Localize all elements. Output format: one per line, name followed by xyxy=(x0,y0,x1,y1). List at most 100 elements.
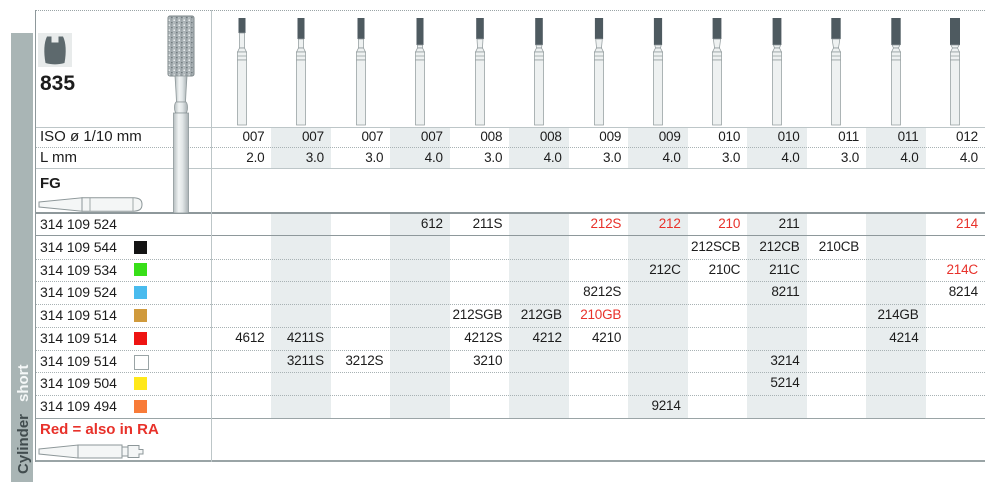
bur-code-cell: 9214 xyxy=(651,398,681,414)
sidebar-label: Cylinder short xyxy=(14,34,34,474)
iso-value-cell: 007 xyxy=(420,129,443,144)
bur-code-cell: 212SCB xyxy=(691,238,741,254)
table-rule xyxy=(35,395,985,397)
bur-code-cell: 3214 xyxy=(770,352,800,368)
bur-code-cell: 210C xyxy=(708,261,741,277)
bur-column-icon xyxy=(415,18,426,126)
bur-code-cell: 8211 xyxy=(771,284,800,300)
table-rule xyxy=(35,304,985,306)
iso-value-cell: 007 xyxy=(301,129,324,144)
bur-column-icon xyxy=(533,18,545,126)
bur-code-cell: 3211S xyxy=(286,352,324,368)
label-column-divider xyxy=(211,10,212,462)
l-value-cell: 4.0 xyxy=(424,150,443,165)
order-number: 314 109 514 xyxy=(40,307,117,324)
order-number: 314 109 514 xyxy=(40,329,117,346)
table-rule xyxy=(35,211,985,214)
l-value-cell: 4.0 xyxy=(959,150,978,165)
order-number: 314 109 504 xyxy=(40,375,117,392)
table-rule xyxy=(35,326,985,328)
order-number: 314 109 524 xyxy=(40,284,117,301)
table-rule xyxy=(35,235,985,237)
ra-note: Red = also in RA xyxy=(40,421,159,438)
iso-value-cell: 009 xyxy=(599,129,622,144)
grit-color-chip xyxy=(134,400,147,414)
column-shading-band xyxy=(271,213,331,418)
l-value-cell: 3.0 xyxy=(603,150,622,165)
table-rule xyxy=(35,168,985,169)
sidebar-group-label: Cylinder xyxy=(15,413,32,474)
bur-code-cell: 8212S xyxy=(583,284,622,300)
grit-color-chip xyxy=(134,331,147,345)
grit-color-chip xyxy=(134,377,147,391)
bur-code-cell: 612 xyxy=(420,216,443,231)
bur-code-cell: 212S xyxy=(590,216,622,231)
iso-value-cell: 008 xyxy=(539,129,562,144)
table-rule xyxy=(35,372,985,374)
bur-code-cell: 212GB xyxy=(520,307,562,323)
iso-value-cell: 009 xyxy=(658,129,681,144)
bur-code-cell: 210CB xyxy=(818,238,860,254)
order-number: 314 109 544 xyxy=(40,238,117,255)
iso-value-cell: 011 xyxy=(838,129,860,144)
order-number: 314 109 514 xyxy=(40,352,117,369)
bur-photo-large xyxy=(167,15,195,214)
table-rule xyxy=(35,281,985,283)
table-rule xyxy=(35,460,985,462)
l-value-cell: 3.0 xyxy=(484,150,503,165)
table-rule xyxy=(35,418,985,419)
bur-code-cell: 211 xyxy=(778,216,800,231)
l-value-cell: 3.0 xyxy=(721,150,741,165)
bur-code-cell: 210 xyxy=(718,216,741,231)
bur-code-cell: 211C xyxy=(769,261,800,277)
bur-code-cell: 212SGB xyxy=(452,307,503,323)
fg-shank-label: FG xyxy=(40,175,61,192)
order-number: 314 109 524 xyxy=(40,216,117,232)
iso-value-cell: 010 xyxy=(777,129,800,144)
sidebar-strip xyxy=(11,33,33,482)
table-rule xyxy=(35,10,985,11)
iso-value-cell: 011 xyxy=(897,129,919,144)
table-rule xyxy=(35,147,985,148)
grit-color-chip xyxy=(134,309,147,322)
bur-code-cell: 4212 xyxy=(532,329,562,345)
grit-color-chip xyxy=(134,354,149,370)
bur-column-icon xyxy=(355,18,366,126)
table-left-border xyxy=(35,10,36,462)
bur-code-cell: 8214 xyxy=(948,284,978,300)
bur-code-cell: 212C xyxy=(649,261,681,277)
bur-column-icon xyxy=(474,18,485,126)
bur-code-cell: 210GB xyxy=(580,307,622,323)
l-value-cell: 3.0 xyxy=(305,150,324,165)
bur-column-icon xyxy=(236,18,247,126)
column-shading-band xyxy=(390,213,450,418)
iso-value-cell: 008 xyxy=(480,129,503,144)
bur-code-cell: 212 xyxy=(658,216,681,231)
family-number: 835 xyxy=(40,72,76,95)
table-rule xyxy=(35,127,985,128)
l-value-cell: 2.0 xyxy=(246,150,265,165)
bur-column-icon xyxy=(831,18,842,126)
bur-code-cell: 4210 xyxy=(591,329,622,345)
order-number: 314 109 534 xyxy=(40,261,117,278)
column-shading-band xyxy=(747,213,807,418)
column-shading-band xyxy=(866,213,926,418)
bur-code-cell: 3210 xyxy=(473,352,503,368)
bur-code-cell: 212CB xyxy=(759,238,800,254)
l-value-cell: 4.0 xyxy=(900,150,919,165)
iso-value-cell: 007 xyxy=(361,129,384,144)
l-value-cell: 4.0 xyxy=(543,150,562,165)
bur-code-cell: 4211S xyxy=(286,329,324,345)
catalog-table: 835 ISO ø 1/10 mm L xyxy=(35,10,985,463)
bur-profile-icon xyxy=(38,33,72,67)
table-rule xyxy=(35,258,985,260)
bur-code-cell: 4212S xyxy=(464,329,503,345)
iso-row-label: ISO ø 1/10 mm xyxy=(40,128,142,145)
bur-column-icon xyxy=(652,18,664,126)
l-row-label: L mm xyxy=(40,149,77,166)
bur-code-cell: 4612 xyxy=(235,329,265,345)
bur-column-icon xyxy=(712,18,723,126)
iso-value-cell: 010 xyxy=(718,129,741,144)
bur-code-cell: 211S xyxy=(472,216,503,231)
